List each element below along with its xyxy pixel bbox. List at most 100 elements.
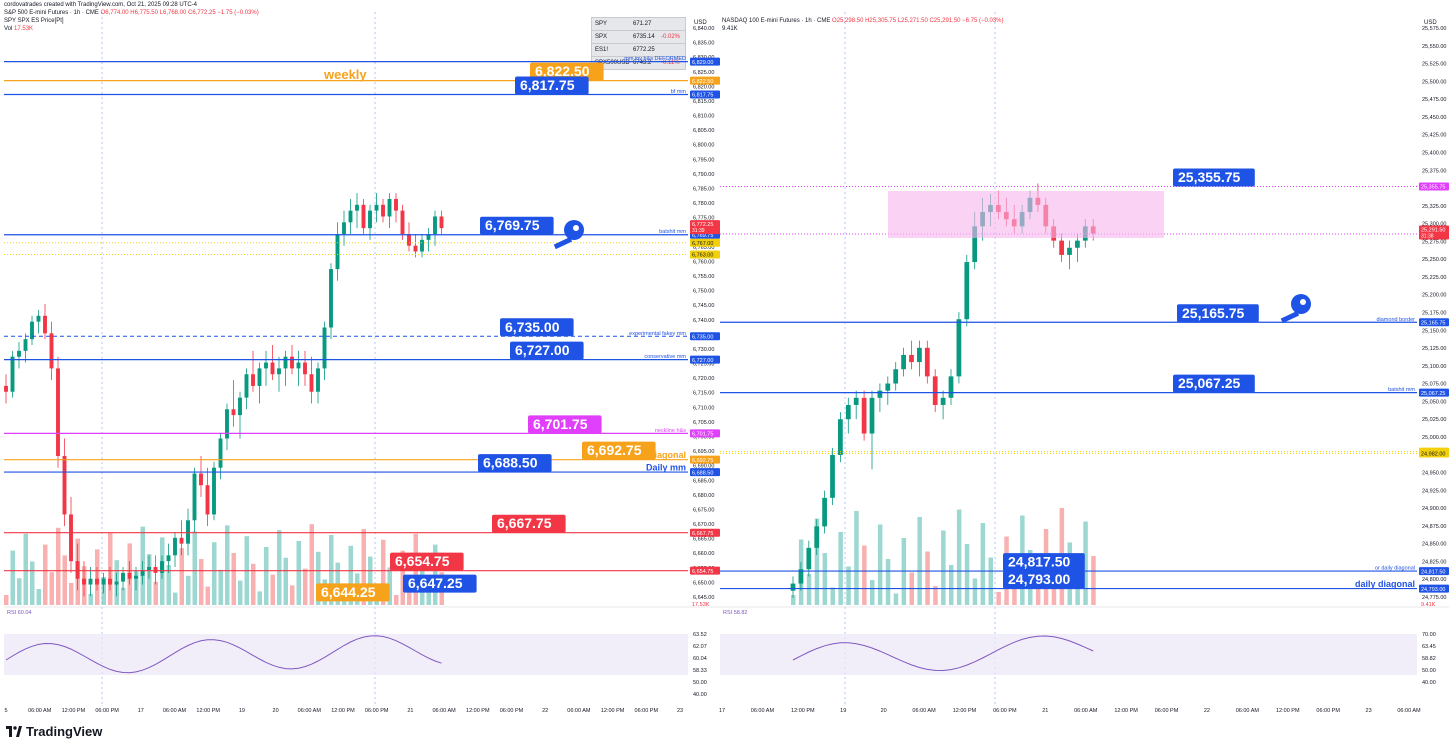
price-callout: 6,769.75 — [485, 217, 540, 233]
rsi-axis-tag: 60.04 — [693, 656, 707, 662]
candle-body — [932, 376, 938, 405]
volume-bar — [988, 557, 993, 605]
level-label: batshit mm — [1388, 387, 1415, 393]
volume-bar — [56, 527, 61, 605]
y-axis-tick: 25,450.00 — [1422, 115, 1446, 121]
left-symbol-title[interactable]: S&P 500 E-mini Futures · 1h · CME O6,774… — [4, 9, 259, 17]
price-tag: 6,767.00 — [692, 241, 713, 247]
candle-body — [88, 578, 93, 585]
volume-bar — [36, 589, 41, 605]
y-axis-tick: 6,715.00 — [693, 391, 714, 397]
volume-bar — [893, 593, 899, 605]
x-axis-tick: 06:00 PM — [993, 708, 1017, 714]
last-price-tag-bg — [1419, 225, 1449, 240]
y-axis-tick: 25,275.00 — [1422, 239, 1446, 245]
price-tag: 6,829.00 — [692, 60, 713, 66]
y-axis-tick: 25,375.00 — [1422, 168, 1446, 174]
y-axis-tick: 6,825.00 — [693, 70, 714, 76]
candle-body — [10, 356, 15, 392]
price-tag: 24,793.00 — [1421, 587, 1445, 593]
candle-body — [257, 368, 262, 386]
watchlist-row[interactable]: SPX 6735.14 -0.02% — [592, 30, 685, 43]
volume-bar — [153, 581, 158, 605]
x-axis-tick: 22 — [1204, 708, 1210, 714]
nq-chart-pane: 25,575.00 25,550.00 25,525.00 25,500.00 25,4… — [719, 12, 1449, 714]
tradingview-brand[interactable]: TradingView — [6, 724, 102, 739]
watch-price: 671.27 — [633, 21, 652, 27]
x-axis-tick: 17 — [719, 708, 725, 714]
y-axis-tick: 25,050.00 — [1422, 399, 1446, 405]
volume-bar — [400, 550, 405, 605]
volume-bar — [394, 595, 399, 605]
y-axis-tick: 6,840.00 — [693, 26, 714, 32]
watchlist-row[interactable]: SPY 671.27 — [592, 18, 685, 30]
y-axis-tick: 6,645.00 — [693, 595, 714, 601]
y-axis-tick: 6,750.00 — [693, 289, 714, 295]
level-label: daily diagonal — [626, 450, 686, 460]
candle-body — [296, 362, 301, 369]
volume-bar — [870, 580, 875, 605]
right-symbol-title[interactable]: NASDAQ 100 E-mini Futures · 1h · CME O25… — [722, 17, 1004, 25]
x-axis-tick: 06:00 PM — [1316, 708, 1340, 714]
volume-bar — [121, 587, 126, 605]
y-axis-tick: 6,690.00 — [693, 464, 714, 470]
y-axis-tick: 25,175.00 — [1422, 311, 1446, 317]
candle-body — [830, 454, 835, 498]
supply-zone-box — [888, 191, 1164, 238]
volume-bar — [62, 555, 67, 605]
level-label: batshit mm — [659, 229, 686, 235]
price-callout: 24,793.00 — [1008, 571, 1070, 587]
candle-body — [212, 467, 216, 515]
x-axis-tick: 20 — [273, 708, 279, 714]
candle-body — [814, 526, 820, 548]
vol-value: 17.53K — [14, 26, 34, 32]
volume-bar — [1091, 556, 1096, 605]
price-tag: 6,701.75 — [692, 432, 713, 438]
y-axis-tick: 24,950.00 — [1422, 471, 1446, 477]
candle-body — [845, 404, 851, 420]
y-axis-tick: 25,500.00 — [1422, 79, 1446, 85]
volume-tag: 17.53K — [692, 602, 710, 608]
y-axis-tick: 6,675.00 — [693, 507, 714, 513]
price-tag-bg — [690, 76, 720, 85]
watch-symbol: SPX500USD — [595, 60, 630, 66]
price-callout: 6,688.50 — [483, 455, 538, 471]
price-callout-bg — [316, 583, 390, 602]
volume-bar — [43, 544, 48, 605]
price-tag: 6,735.00 — [692, 334, 713, 340]
volume-bar — [996, 592, 1001, 605]
right-currency: USD — [1424, 20, 1437, 26]
y-axis-tick: 6,720.00 — [693, 376, 714, 382]
price-tag-bg — [1419, 388, 1449, 397]
left-currency: USD — [694, 20, 707, 26]
right-title: NASDAQ 100 E-mini Futures · 1h · CME — [722, 18, 831, 24]
level-label: Daily mm — [646, 463, 686, 473]
y-axis-tick: 25,400.00 — [1422, 150, 1446, 156]
left-ohlc: O6,774.00 H6,775.50 L6,768.00 C6,772.25 … — [100, 10, 259, 16]
y-axis-tick: 6,790.00 — [693, 172, 714, 178]
rsi-axis-tag: 50.00 — [693, 680, 707, 686]
candle-body — [335, 234, 340, 270]
y-axis-tick: 25,200.00 — [1422, 293, 1446, 299]
y-axis-tick: 6,665.00 — [693, 537, 714, 543]
y-axis-tick: 25,125.00 — [1422, 346, 1446, 352]
rsi-axis-tag: 40.00 — [693, 692, 707, 698]
volume-bar — [316, 551, 321, 605]
y-axis-tick: 6,755.00 — [693, 274, 714, 280]
watchlist-row[interactable]: SPX500USD 6743.2 -0.11% — [592, 56, 685, 69]
volume-bar — [1075, 577, 1080, 605]
volume-bar — [862, 545, 867, 605]
watchlist-row[interactable]: ES1! 6772.25 — [592, 43, 685, 56]
watch-price: 6743.2 — [633, 60, 652, 66]
price-tag: 6,822.50 — [692, 79, 713, 85]
volume-bar — [147, 554, 152, 605]
rsi-legend: RSI 58.82 — [723, 610, 747, 616]
rsi-axis-tag: 58.82 — [1422, 656, 1436, 662]
volume-bar — [949, 565, 954, 605]
candle-body — [972, 226, 978, 263]
candle-body — [885, 383, 891, 391]
price-callout: 6,644.25 — [321, 584, 376, 600]
volume-bar — [192, 531, 197, 605]
candle-body — [108, 578, 112, 585]
